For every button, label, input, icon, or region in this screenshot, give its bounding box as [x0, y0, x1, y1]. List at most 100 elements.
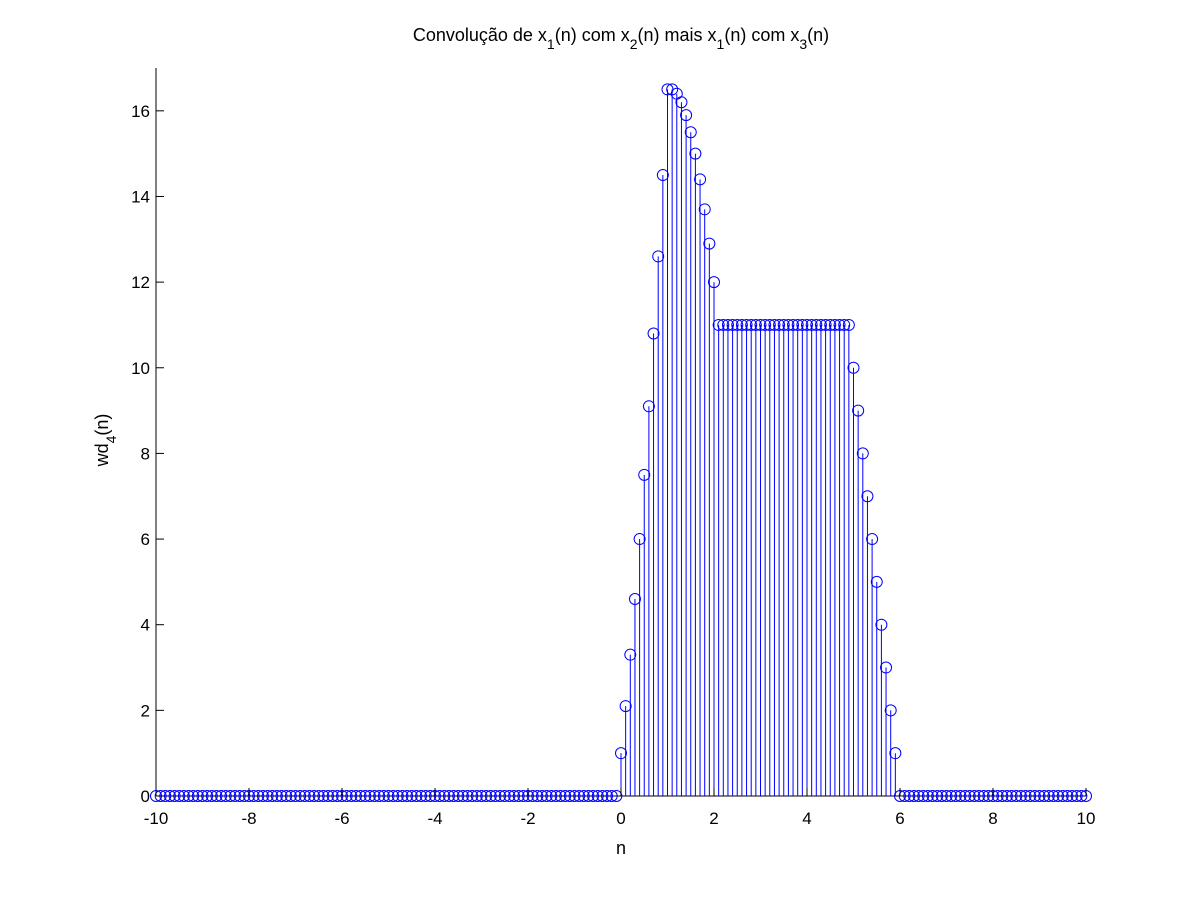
y-tick-label: 10: [131, 359, 150, 378]
stem-marker: [903, 790, 916, 802]
stem-marker: [480, 790, 493, 802]
stem-marker: [1000, 790, 1013, 802]
x-tick-label: 10: [1077, 809, 1096, 828]
stem-marker: [759, 318, 772, 331]
stem-marker: [280, 790, 293, 802]
stem-marker: [568, 790, 581, 802]
stem-marker: [912, 790, 925, 802]
stem-marker: [633, 533, 646, 546]
stem-marker: [303, 790, 316, 802]
stem-marker: [373, 790, 386, 802]
stem-marker: [591, 790, 604, 802]
stem-marker: [1056, 790, 1069, 802]
y-tick-label: 2: [141, 701, 150, 720]
stem-marker: [959, 790, 972, 802]
stem-marker: [284, 790, 297, 802]
stem-marker: [405, 790, 418, 802]
stem-marker: [708, 276, 720, 289]
stem-marker: [638, 468, 651, 481]
stem-marker: [610, 790, 623, 802]
stem-marker: [317, 790, 330, 802]
stem-marker: [787, 318, 800, 331]
x-tick-label: -8: [241, 809, 256, 828]
x-tick-label: -4: [427, 809, 442, 828]
stem-marker: [349, 790, 362, 802]
stem-marker: [559, 790, 572, 802]
stem-marker: [754, 318, 767, 331]
stem-marker: [308, 790, 321, 802]
stem-marker: [187, 790, 200, 802]
stem-marker: [494, 790, 507, 802]
stem-marker: [731, 318, 744, 331]
stem-marker: [489, 790, 502, 802]
stem-marker: [796, 318, 809, 331]
stem-marker: [526, 790, 539, 802]
stem-marker: [270, 790, 283, 802]
stem-marker: [549, 790, 562, 802]
stem-marker: [368, 790, 381, 802]
stem-marker: [382, 790, 395, 802]
stem-marker: [745, 318, 758, 331]
x-tick-label: 2: [709, 809, 718, 828]
stem-marker: [173, 790, 186, 802]
stem-marker: [666, 83, 679, 96]
stem-marker: [508, 790, 521, 802]
stem-marker: [684, 126, 697, 139]
stem-marker: [475, 790, 488, 802]
stem-marker: [791, 318, 804, 331]
stem-marker: [396, 790, 409, 802]
stem-marker: [215, 790, 228, 802]
stem-marker: [884, 704, 897, 717]
stem-marker: [898, 790, 911, 802]
stem-series: [620, 89, 896, 796]
stem-marker: [782, 318, 795, 331]
stem-marker: [345, 790, 358, 802]
stem-marker: [326, 790, 339, 802]
stem-marker: [224, 790, 237, 802]
stem-marker: [968, 790, 981, 802]
stem-marker: [219, 790, 232, 802]
stem-marker: [517, 790, 530, 802]
stem-marker: [977, 790, 990, 802]
stem-marker: [573, 790, 586, 802]
stem-marker: [926, 790, 939, 802]
stem-marker: [163, 790, 176, 802]
stem-marker: [824, 318, 837, 331]
stem-marker: [261, 790, 274, 802]
stem-marker: [363, 790, 376, 802]
tick-labels: -10 -8 -6 -4 -2 0 2 4 6 8 10 0 2 4 6 8 10 12 14 16: [131, 102, 1095, 828]
stem-marker: [866, 533, 879, 546]
stem-marker: [275, 790, 288, 802]
stem-marker: [182, 790, 195, 802]
stem-marker: [410, 790, 423, 802]
stem-marker: [1061, 790, 1074, 802]
stem-marker: [540, 790, 553, 802]
stem-marker: [1038, 790, 1051, 802]
stem-marker: [205, 790, 218, 802]
y-axis-label: wd4(n): [92, 414, 119, 468]
stem-marker: [1070, 790, 1083, 802]
y-tick-label: 16: [131, 102, 150, 121]
y-tick-label: 12: [131, 273, 150, 292]
stem-marker: [587, 790, 600, 802]
stem-marker: [852, 404, 865, 417]
stem-marker: [229, 790, 242, 802]
stem-marker: [415, 790, 428, 802]
stem-marker: [1066, 790, 1079, 802]
y-tick-label: 8: [141, 444, 150, 463]
stem-marker: [1075, 790, 1088, 802]
stem-marker: [703, 237, 716, 250]
stem-marker: [601, 790, 614, 802]
stem-marker: [973, 790, 986, 802]
stem-marker: [1019, 790, 1032, 802]
stem-marker: [1033, 790, 1046, 802]
y-tick-label: 14: [131, 187, 150, 206]
stem-marker: [619, 700, 632, 713]
stem-marker: [689, 147, 702, 160]
stem-marker: [842, 318, 855, 331]
stem-marker: [298, 790, 311, 802]
stem-marker: [154, 790, 167, 802]
stem-marker: [484, 790, 497, 802]
stem-marker: [354, 790, 367, 802]
